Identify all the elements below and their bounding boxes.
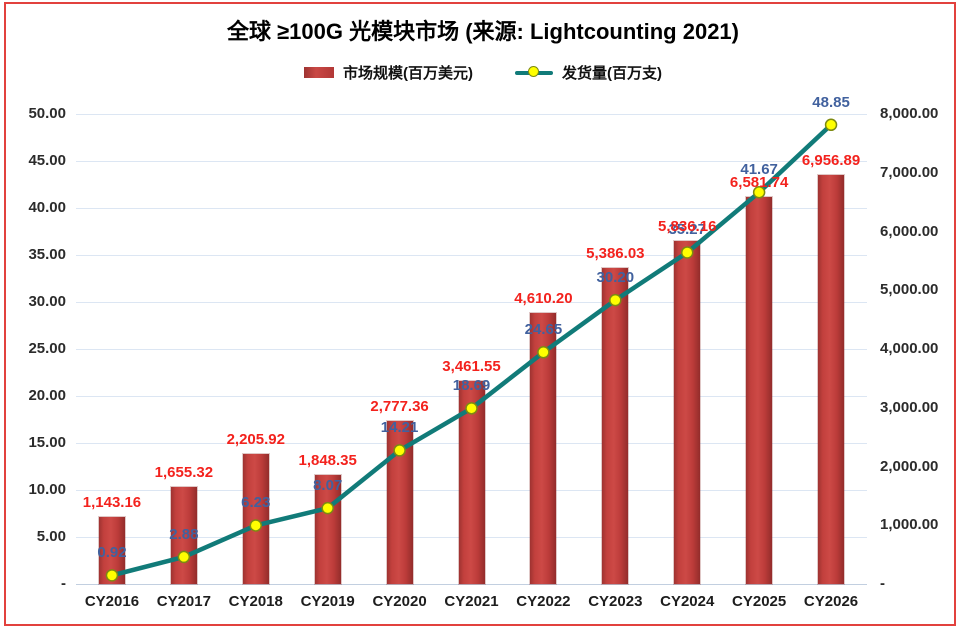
- market-size-value-label: 6,956.89: [801, 152, 861, 170]
- market-size-value-label: 2,205.92: [226, 431, 285, 449]
- bar: [818, 175, 845, 584]
- x-axis-label: CY2017: [156, 593, 211, 610]
- gridline: [76, 114, 867, 115]
- gridline: [76, 302, 867, 303]
- y-axis-tick-left: 35.00: [28, 246, 66, 263]
- y-axis-tick-left: 25.00: [28, 340, 66, 357]
- shipment-value-label: 0.92: [97, 544, 127, 562]
- shipment-value-label: 24.65: [524, 321, 563, 339]
- shipment-value-label: 2.88: [169, 525, 199, 543]
- bar: [314, 475, 341, 584]
- line-series-swatch: [515, 66, 553, 79]
- bar-series-swatch: [304, 67, 334, 78]
- y-axis-tick-right: 5,000.00: [880, 281, 939, 299]
- line-marker-icon: [105, 569, 119, 582]
- gridline: [76, 584, 867, 585]
- x-axis-label: CY2020: [372, 593, 427, 610]
- legend-label-market-size: 市场规模(百万美元): [343, 65, 473, 82]
- legend: 市场规模(百万美元) 发货量(百万支): [0, 62, 966, 83]
- bar: [170, 486, 197, 584]
- y-axis-tick-left: 20.00: [28, 387, 66, 404]
- market-size-value-label: 3,461.55: [442, 357, 501, 375]
- bar: [242, 454, 269, 584]
- line-marker-icon: [680, 246, 694, 259]
- x-axis-label: CY2024: [660, 593, 715, 610]
- x-axis-label: CY2016: [84, 593, 140, 610]
- market-size-value-label: 1,848.35: [298, 452, 357, 470]
- shipment-value-label: 41.67: [740, 161, 778, 179]
- gridline: [76, 161, 867, 162]
- y-axis-tick-right: 2,000.00: [880, 457, 939, 475]
- bar: [602, 267, 629, 584]
- shipment-value-label: 30.20: [596, 269, 635, 287]
- x-axis-label: CY2025: [732, 593, 787, 610]
- shipment-value-label: 8.07: [313, 477, 343, 495]
- y-axis-tick-left: 30.00: [28, 293, 66, 310]
- y-axis-tick-right: 6,000.00: [880, 222, 939, 240]
- y-axis-tick-right: -: [880, 575, 885, 592]
- line-swatch-marker-icon: [528, 66, 539, 77]
- market-size-value-label: 1,655.32: [154, 463, 214, 481]
- chart-title: 全球 ≥100G 光模块市场 (来源: Lightcounting 2021): [227, 19, 739, 44]
- market-size-value-label: 2,777.36: [370, 397, 429, 415]
- x-axis-label: CY2022: [516, 593, 571, 610]
- gridline: [76, 255, 867, 256]
- line-marker-icon: [249, 519, 263, 532]
- x-axis-label: CY2019: [300, 593, 355, 610]
- market-size-value-label: 1,143.16: [82, 493, 142, 511]
- y-axis-tick-right: 3,000.00: [880, 398, 939, 416]
- line-marker-icon: [321, 501, 334, 515]
- bar: [674, 241, 701, 584]
- gridline: [76, 349, 867, 350]
- y-axis-tick-right: 7,000.00: [880, 163, 939, 181]
- y-axis-tick-left: -: [61, 575, 66, 592]
- y-axis-tick-right: 1,000.00: [880, 516, 939, 534]
- legend-item-shipments: 发货量(百万支): [515, 62, 662, 83]
- line-marker-icon: [393, 444, 406, 457]
- market-size-value-label: 5,386.03: [586, 244, 645, 262]
- line-marker-icon: [177, 550, 191, 564]
- line-marker-icon: [609, 293, 622, 307]
- x-axis-label: CY2021: [444, 593, 499, 610]
- line-marker-icon: [537, 346, 550, 359]
- shipment-value-label: 18.69: [452, 377, 491, 395]
- trend-line: [111, 123, 833, 578]
- x-axis-label: CY2026: [803, 593, 859, 610]
- market-size-value-label: 5,836.16: [658, 218, 717, 236]
- y-axis-tick-left: 15.00: [28, 434, 66, 451]
- shipment-value-label: 6.23: [241, 494, 271, 512]
- market-size-value-label: 4,610.20: [514, 290, 573, 308]
- market-size-value-label: 6,581.74: [729, 174, 789, 192]
- legend-label-shipments: 发货量(百万支): [562, 65, 662, 82]
- line-marker-icon: [824, 118, 838, 132]
- line-marker-icon: [752, 186, 766, 199]
- y-axis-tick-left: 40.00: [28, 199, 66, 216]
- gridline: [76, 208, 867, 209]
- shipment-value-label: 14.21: [380, 419, 419, 437]
- legend-item-market-size: 市场规模(百万美元): [304, 62, 473, 83]
- y-axis-tick-right: 8,000.00: [880, 105, 939, 122]
- y-axis-tick-left: 50.00: [28, 105, 66, 122]
- y-axis-tick-right: 4,000.00: [880, 340, 939, 357]
- x-axis-label: CY2023: [588, 593, 643, 610]
- shipment-value-label: 35.27: [668, 221, 706, 239]
- y-axis-tick-left: 45.00: [28, 152, 66, 169]
- y-axis-tick-left: 10.00: [28, 481, 66, 498]
- y-axis-tick-left: 5.00: [36, 528, 66, 545]
- x-axis-label: CY2018: [228, 593, 283, 610]
- bar: [746, 197, 773, 584]
- line-marker-icon: [465, 402, 478, 415]
- shipment-value-label: 48.85: [812, 93, 850, 111]
